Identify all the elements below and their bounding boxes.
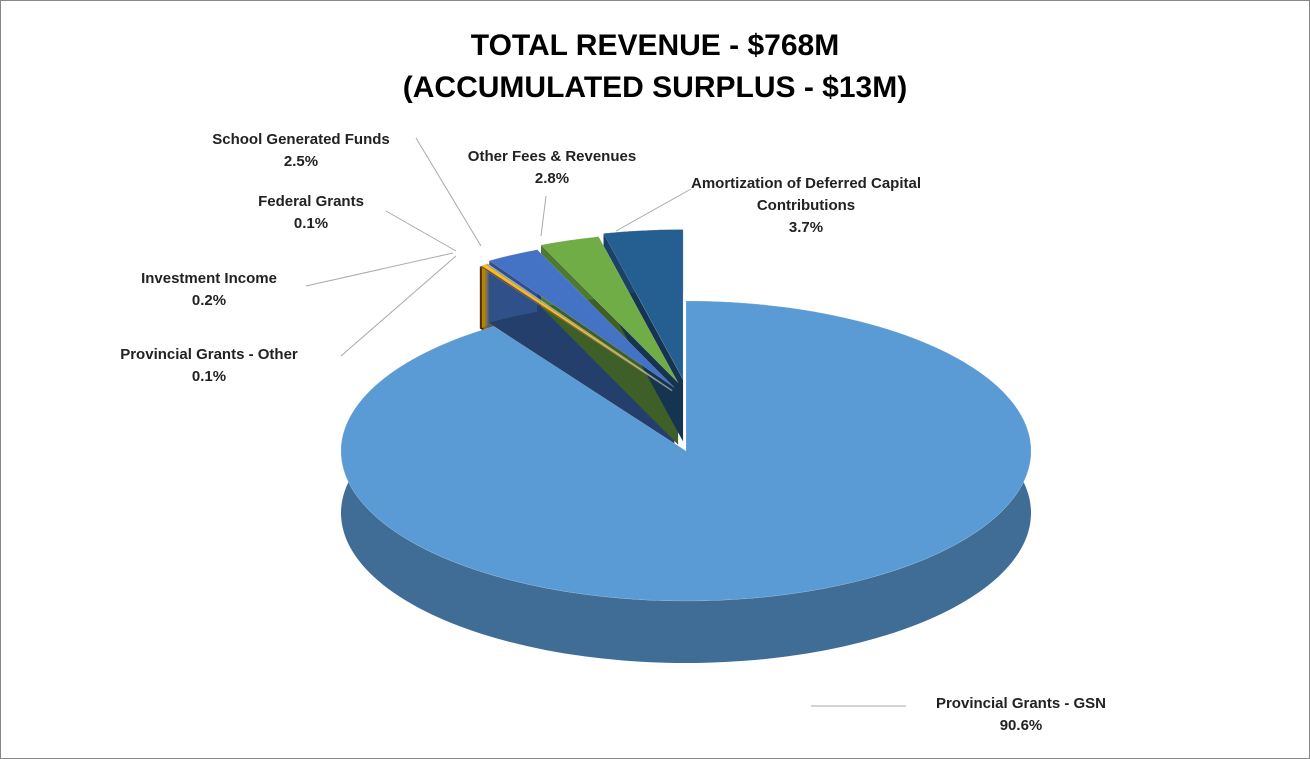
chart-title: TOTAL REVENUE - $768M <box>470 29 840 62</box>
slice-value-label: 2.5% <box>283 153 319 170</box>
leader-line <box>615 188 692 232</box>
leader-line <box>415 137 482 247</box>
slice-value-label: 0.2% <box>191 292 227 309</box>
slice-label: Investment Income <box>141 270 277 287</box>
slice <box>481 264 673 391</box>
slice <box>485 263 673 391</box>
slice-value-label: 2.8% <box>534 170 570 187</box>
slice-label: Federal Grants <box>258 193 364 210</box>
leader-line <box>340 255 457 357</box>
slice-value-label: 90.6% <box>999 717 1043 734</box>
slice <box>603 229 684 380</box>
leader-line <box>305 252 454 287</box>
slice-label: Amortization of Deferred Capital Contrib… <box>690 175 922 214</box>
slice-side <box>485 263 488 327</box>
chart-subtitle: (ACCUMULATED SURPLUS - $13M) <box>402 71 908 104</box>
slice-label: Other Fees & Revenues <box>467 148 637 165</box>
slice <box>540 236 679 383</box>
slice-side <box>479 265 482 329</box>
slice-label: Provincial Grants - Other <box>120 346 298 363</box>
slice <box>479 265 673 392</box>
leader-line <box>385 210 457 252</box>
slice-label: Provincial Grants - GSN <box>935 695 1107 712</box>
slice-label: School Generated Funds <box>212 131 390 148</box>
slice-value-label: 0.1% <box>191 368 227 385</box>
slice-value-label: 0.1% <box>293 215 329 232</box>
slice-value-label: 3.7% <box>788 219 824 236</box>
slice <box>488 249 675 388</box>
slice-side <box>481 264 486 328</box>
slice <box>340 300 1032 602</box>
leader-line <box>540 195 547 237</box>
